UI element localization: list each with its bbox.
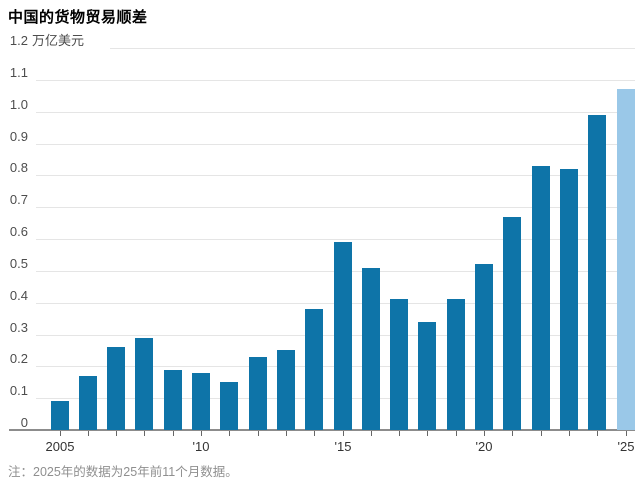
y-axis-unit-label: 万亿美元 xyxy=(32,33,85,48)
bar-2025 xyxy=(617,89,635,430)
x-tick-mark xyxy=(144,431,145,436)
gridline xyxy=(36,144,635,145)
x-tick-mark xyxy=(173,431,174,436)
bar-2020 xyxy=(475,264,493,430)
gridline xyxy=(36,239,635,240)
x-tick-mark xyxy=(258,431,259,436)
bar-2006 xyxy=(79,376,97,430)
x-tick-mark xyxy=(569,431,570,436)
y-tick-label: 0.2 xyxy=(9,351,28,366)
bar-2010 xyxy=(192,373,210,430)
bar-2011 xyxy=(220,382,238,430)
bar-2008 xyxy=(135,338,153,430)
gridline xyxy=(36,112,635,113)
y-tick-label: 0.7 xyxy=(9,192,28,207)
bar-2016 xyxy=(362,268,380,430)
x-tick-mark xyxy=(427,431,428,436)
bar-2015 xyxy=(334,242,352,430)
x-tick-label: 2005 xyxy=(45,439,75,454)
chart-footnote: 注：2025年的数据为25年前11个月数据。 xyxy=(8,465,238,479)
bar-2019 xyxy=(447,299,465,430)
gridline xyxy=(36,80,635,81)
x-tick-mark xyxy=(229,431,230,436)
x-tick-mark xyxy=(201,431,202,436)
y-tick-label: 0.5 xyxy=(9,256,28,271)
x-tick-mark xyxy=(60,431,61,436)
x-tick-mark xyxy=(484,431,485,436)
y-tick-label: 0.3 xyxy=(9,320,28,335)
bar-2012 xyxy=(249,357,267,430)
y-tick-label: 0.8 xyxy=(9,160,28,175)
bar-2013 xyxy=(277,350,295,430)
x-tick-mark xyxy=(116,431,117,436)
x-tick-label: '15 xyxy=(334,439,352,454)
x-tick-mark xyxy=(286,431,287,436)
gridline xyxy=(36,207,635,208)
y-tick-label: 1.2 xyxy=(9,33,28,48)
x-axis-line xyxy=(9,429,635,431)
x-tick-mark xyxy=(541,431,542,436)
y-tick-label: 0.4 xyxy=(9,288,28,303)
bar-2007 xyxy=(107,347,125,430)
bar-2021 xyxy=(503,217,521,430)
chart-title: 中国的货物贸易顺差 xyxy=(8,9,148,26)
x-tick-mark xyxy=(371,431,372,436)
bar-2017 xyxy=(390,299,408,430)
x-tick-mark xyxy=(343,431,344,436)
x-tick-mark xyxy=(456,431,457,436)
y-tick-label: 1.0 xyxy=(9,97,28,112)
y-tick-label: 0.1 xyxy=(9,383,28,398)
y-tick-label: 0 xyxy=(20,415,28,430)
bar-2005 xyxy=(51,401,69,430)
bar-2018 xyxy=(418,322,436,430)
bar-2024 xyxy=(588,115,606,430)
x-tick-mark xyxy=(88,431,89,436)
bar-2009 xyxy=(164,370,182,430)
bar-2014 xyxy=(305,309,323,430)
x-tick-mark xyxy=(314,431,315,436)
y-tick-label: 0.6 xyxy=(9,224,28,239)
x-tick-mark xyxy=(399,431,400,436)
gridline xyxy=(110,48,635,49)
y-tick-label: 1.1 xyxy=(9,65,28,80)
x-tick-mark xyxy=(512,431,513,436)
y-tick-label: 0.9 xyxy=(9,129,28,144)
x-tick-label: '10 xyxy=(192,439,210,454)
bar-2022 xyxy=(532,166,550,430)
x-tick-mark xyxy=(626,431,627,436)
x-tick-label: '25 xyxy=(617,439,635,454)
gridline xyxy=(36,175,635,176)
x-tick-mark xyxy=(597,431,598,436)
bar-2023 xyxy=(560,169,578,430)
x-tick-label: '20 xyxy=(475,439,493,454)
